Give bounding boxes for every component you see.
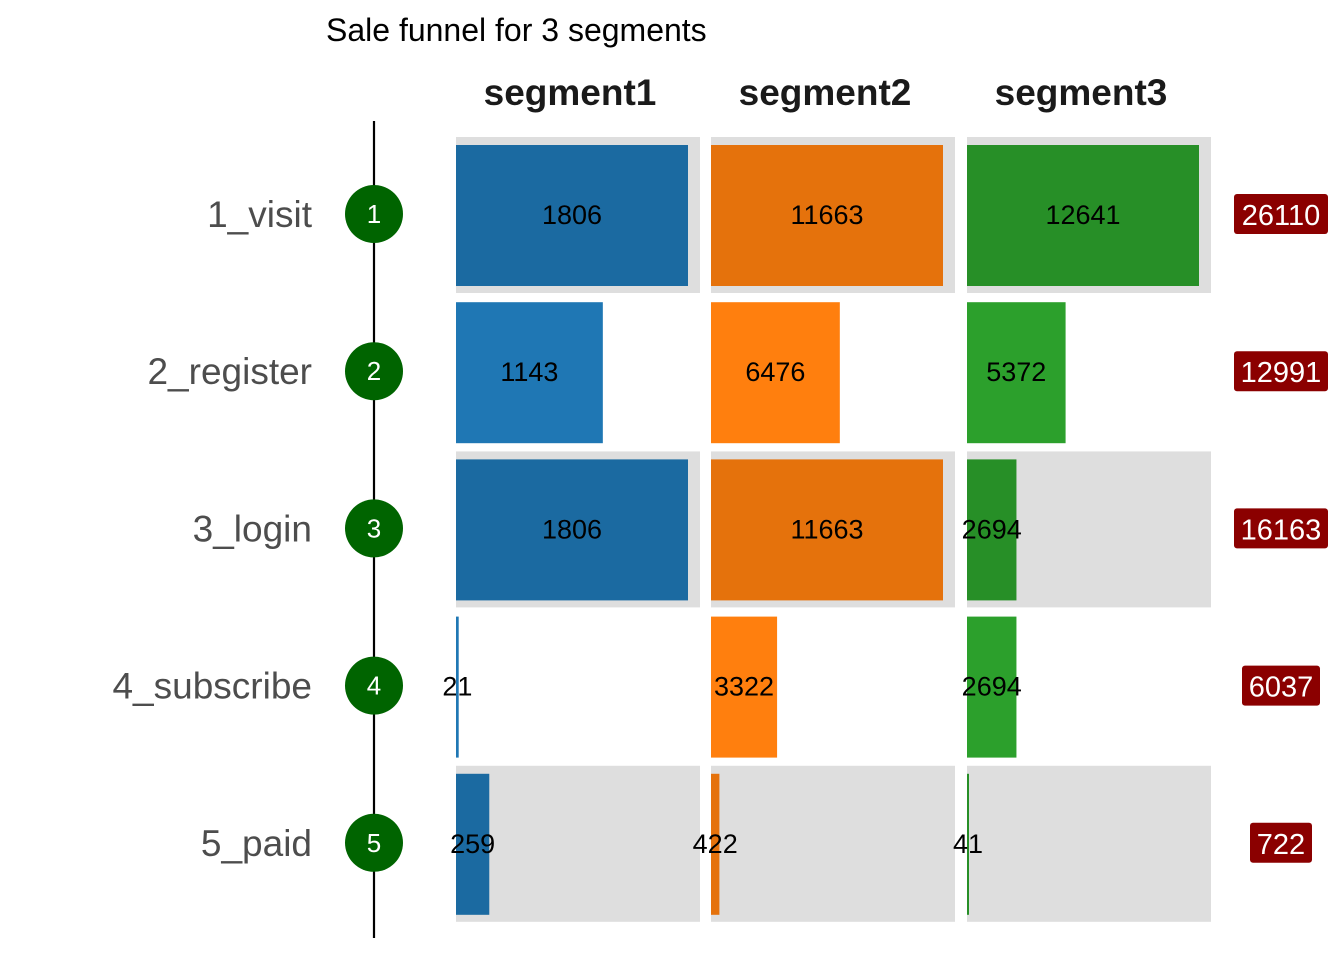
funnel-bar: [711, 459, 943, 601]
bar-shade: [967, 459, 1017, 601]
total-label: 12991: [1241, 357, 1322, 389]
stage-badge-number: 4: [367, 671, 381, 701]
total-badge: [1234, 351, 1328, 392]
stage-label: 5_paid: [201, 823, 312, 864]
funnel-bar: [711, 302, 840, 444]
funnel-bar: [711, 145, 943, 286]
value-label: 41: [953, 829, 983, 859]
value-label: 6476: [745, 357, 805, 387]
total-label: 6037: [1249, 672, 1314, 704]
total-label: 722: [1257, 829, 1305, 861]
value-label: 11663: [790, 514, 863, 544]
segment-header: segment1: [484, 72, 657, 113]
panel-background: [711, 765, 955, 922]
funnel-bar: [456, 145, 688, 286]
value-label: 2694: [962, 672, 1022, 702]
stage-badge: [345, 813, 403, 872]
value-label: 1143: [500, 357, 558, 387]
bar-shade: [456, 459, 688, 601]
funnel-bar: [711, 773, 720, 915]
funnel-bar: [456, 302, 603, 444]
stage-badge-number: 5: [367, 828, 381, 858]
value-label: 1806: [542, 514, 602, 544]
panel-background: [967, 765, 1211, 922]
value-label: 11663: [790, 200, 863, 230]
stage-label: 4_subscribe: [112, 666, 312, 707]
funnel-bar: [967, 616, 1017, 758]
bar-shade: [711, 773, 720, 915]
stage-label: 2_register: [147, 351, 312, 392]
value-label: 21: [442, 672, 472, 702]
stage-badge: [345, 185, 403, 243]
bar-shade: [967, 145, 1199, 286]
total-badge: [1234, 508, 1328, 549]
total-badge: [1242, 665, 1320, 706]
total-label: 26110: [1242, 200, 1321, 232]
bar-shade: [967, 773, 969, 915]
funnel-bar: [967, 145, 1199, 286]
bar-shade: [456, 145, 688, 286]
plot-area: segment1 segment2 segment3 1_visit 1 1806 1166…: [112, 72, 1328, 922]
value-label: 259: [450, 829, 495, 859]
value-label: 12641: [1045, 200, 1120, 230]
stage-badge: [345, 656, 403, 715]
segment-header: segment3: [995, 72, 1168, 113]
value-label: 1806: [542, 200, 602, 230]
segment-header: segment2: [739, 72, 912, 113]
stage-badge-number: 3: [367, 513, 381, 543]
stage-label: 3_login: [193, 508, 312, 549]
stage-badge-number: 1: [367, 199, 381, 229]
funnel-bar: [456, 773, 490, 915]
stage-badge: [345, 499, 403, 558]
funnel-bar: [967, 459, 1017, 601]
bar-shade: [711, 459, 943, 601]
panel-background: [456, 765, 700, 922]
stage-label: 1_visit: [207, 194, 313, 235]
funnel-bar: [967, 302, 1066, 444]
stage-badge-number: 2: [367, 356, 381, 386]
total-badge: [1234, 194, 1328, 234]
total-label: 16163: [1241, 514, 1322, 546]
value-label: 5372: [986, 357, 1046, 387]
funnel-bar: [967, 773, 969, 915]
value-label: 422: [693, 829, 738, 859]
value-label: 2694: [962, 514, 1022, 544]
chart-title: Sale funnel for 3 segments: [326, 12, 707, 48]
funnel-bar: [456, 616, 459, 758]
funnel-bar: [711, 616, 778, 758]
funnel-bar: [456, 459, 688, 601]
stage-badge: [345, 342, 403, 401]
bar-shade: [711, 145, 943, 286]
total-badge: [1250, 822, 1312, 863]
bar-shade: [456, 773, 490, 915]
value-label: 3322: [714, 672, 774, 702]
